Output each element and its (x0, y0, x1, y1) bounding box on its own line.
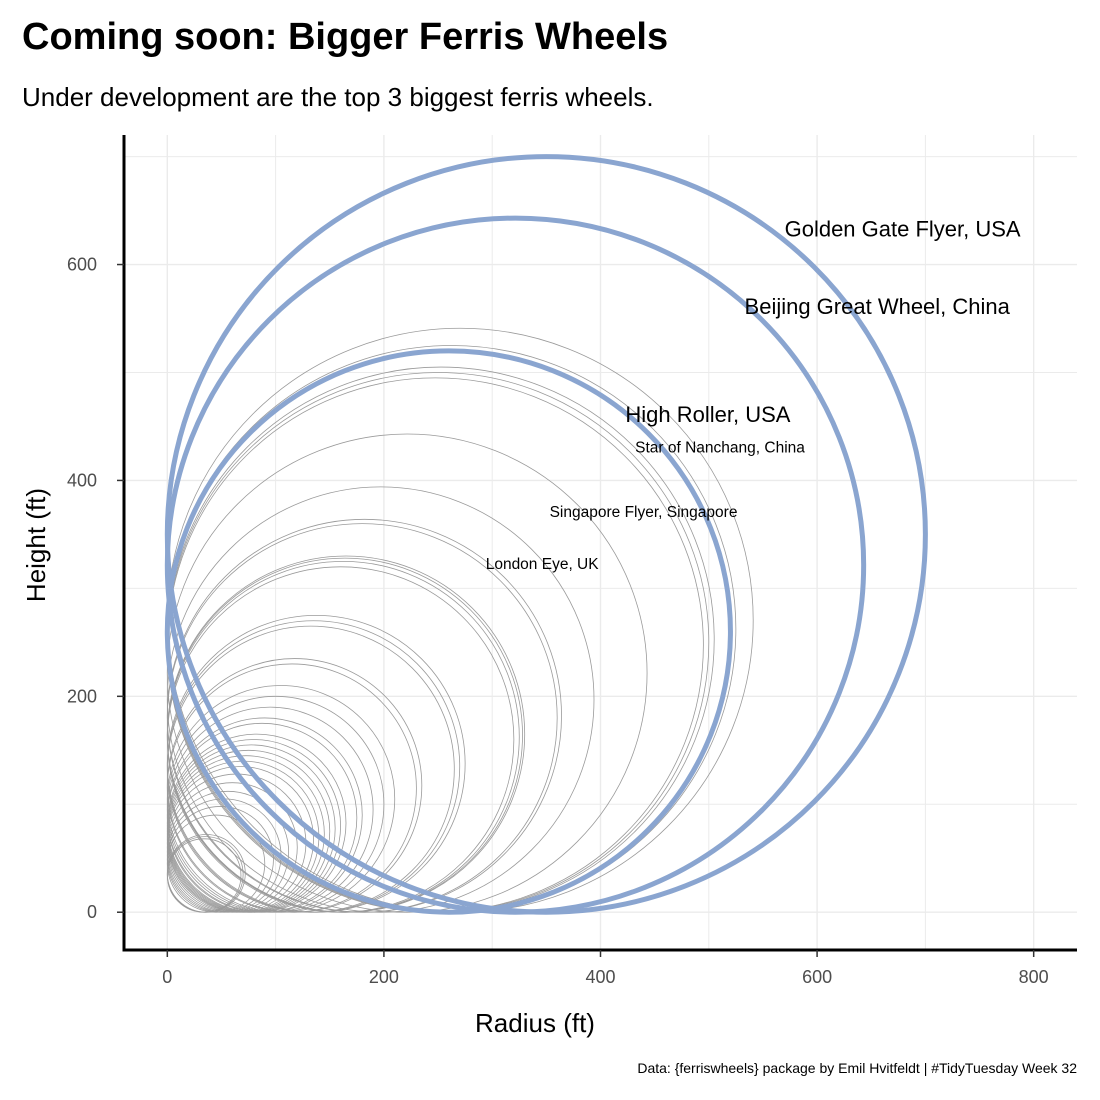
y-tick-label: 0 (87, 902, 97, 922)
ferris-wheel-circle (166, 814, 266, 913)
chart-title: Coming soon: Bigger Ferris Wheels (22, 16, 669, 58)
x-axis-title: Radius (ft) (475, 1008, 595, 1038)
highlighted-wheels-layer (164, 154, 928, 915)
x-tick-label: 0 (162, 967, 172, 987)
wheel-label: Golden Gate Flyer, USA (785, 216, 1021, 241)
highlighted-wheel-circle (164, 215, 867, 915)
wheel-label: Star of Nanchang, China (635, 439, 805, 456)
ferris-wheel-circle (166, 614, 466, 913)
ferris-wheel-circle (166, 838, 242, 913)
chart-subtitle: Under development are the top 3 biggest … (22, 82, 654, 112)
wheel-label: Singapore Flyer, Singapore (550, 504, 738, 521)
ferris-wheel-circle (166, 560, 520, 913)
highlighted-wheel-circle (164, 154, 928, 915)
wheel-labels-layer: Golden Gate Flyer, USA Beijing Great Whee… (486, 216, 1021, 572)
wheel-label: High Roller, USA (625, 402, 790, 427)
highlighted-wheel-circle (164, 348, 733, 915)
y-axis-title: Height (ft) (21, 488, 51, 602)
x-tick-label: 800 (1019, 967, 1049, 987)
x-tick-label: 200 (369, 967, 399, 987)
chart-caption: Data: {ferriswheels} package by Emil Hvi… (637, 1060, 1077, 1076)
wheel-label: London Eye, UK (486, 556, 600, 573)
ferris-wheel-circle (166, 433, 648, 913)
wheel-label: Beijing Great Wheel, China (745, 294, 1011, 319)
ferris-wheel-circle (166, 377, 704, 913)
ferris-wheel-circle (166, 555, 526, 913)
ferris-wheel-circle (166, 806, 274, 913)
ferris-wheel-circle (166, 625, 455, 913)
ferris-wheel-circle (166, 486, 595, 913)
y-tick-label: 200 (67, 686, 97, 706)
axis-layer: 0 200 400 600 800 0 200 400 600 (67, 135, 1077, 987)
x-tick-label: 400 (585, 967, 615, 987)
ferris-wheel-circle (166, 523, 558, 913)
y-tick-label: 400 (67, 470, 97, 490)
ferris-wheel-circle (166, 566, 515, 913)
ferris-wheel-circle (166, 663, 417, 913)
grid-layer (124, 135, 1077, 950)
x-tick-label: 600 (802, 967, 832, 987)
y-tick-label: 600 (67, 255, 97, 275)
